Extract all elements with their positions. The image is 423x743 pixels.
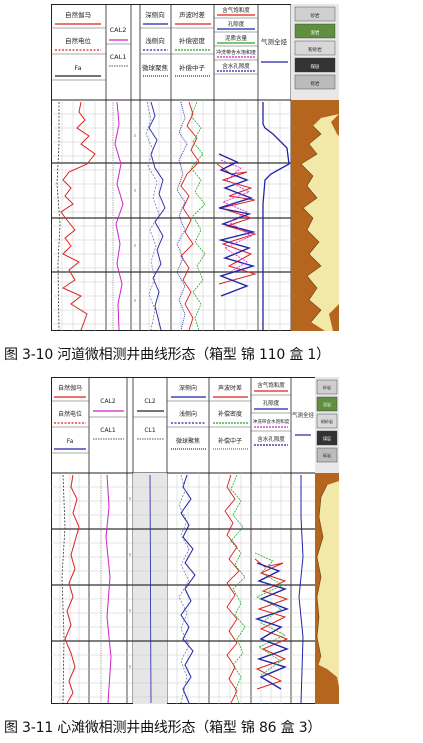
header-vsh: 泥质含量 <box>225 34 248 42</box>
well-log-figure-1: 自然伽马 自然电位 Fa CAL2 CAL1 深侧向 浅侧向 微球聚焦 声波时差… <box>51 4 339 331</box>
well-log-figure-1-svg: 自然伽马 自然电位 Fa CAL2 CAL1 深侧向 浅侧向 微球聚焦 声波时差… <box>51 4 339 331</box>
header-tg-2: 气测全烃 <box>292 411 315 419</box>
header-sg: 含气饱和度 <box>222 6 250 14</box>
header-cl1-2: CL1 <box>144 427 156 434</box>
shallow-lat-curve-1 <box>145 101 160 331</box>
figure-caption-2: 图 3-11 心滩微相测井曲线形态（箱型 锦 86 盒 3） <box>4 720 322 736</box>
tg-curve-2 <box>298 475 304 704</box>
sp-curve-1 <box>56 102 61 331</box>
header-por-2: 孔隙度 <box>263 399 280 407</box>
header-micro: 微球聚焦 <box>142 63 169 72</box>
svg-text:砂岩: 砂岩 <box>323 384 331 390</box>
header-cal1-2: CAL1 <box>100 427 116 434</box>
header-den-2: 补偿密度 <box>218 410 242 418</box>
header-sg-2: 含气饱和度 <box>257 381 285 389</box>
header-gr: 自然伽马 <box>65 10 91 19</box>
header-cl2-2: CL2 <box>144 398 156 405</box>
svg-text:砾岩: 砾岩 <box>323 452 331 458</box>
header-cnl-2: 补偿中子 <box>218 437 242 445</box>
svg-text:泥岩: 泥岩 <box>311 29 320 36</box>
header-micro-2: 微球聚焦 <box>176 437 200 445</box>
tg-curve-1 <box>262 102 290 330</box>
sp-curve-2 <box>61 474 66 704</box>
svg-text:煤层: 煤层 <box>311 63 320 70</box>
svg-text:砂岩: 砂岩 <box>311 12 320 19</box>
header-wpor: 含水孔隙度 <box>222 62 250 70</box>
wpor-curve-2 <box>254 562 290 690</box>
figure-caption-1: 图 3-10 河道微相测井曲线形态（箱型 锦 110 盒 1） <box>4 347 330 363</box>
ac-curve-1 <box>180 101 200 331</box>
svg-text:粉砂岩: 粉砂岩 <box>308 46 322 53</box>
well-log-figure-2-svg: 自然伽马 自然电位 Fa CAL2 CAL1 CL2 CL1 深侧向 浅侧向 微… <box>51 377 339 704</box>
deep-lat-curve-1 <box>148 101 166 331</box>
header-deep-lat-2: 深侧向 <box>179 384 197 392</box>
lithology-column-1 <box>291 100 339 331</box>
den-curve-1 <box>190 101 206 331</box>
well-log-figure-2: 自然伽马 自然电位 Fa CAL2 CAL1 CL2 CL1 深侧向 浅侧向 微… <box>51 377 339 704</box>
cnl-curve-1 <box>176 101 188 331</box>
header-cnl: 补偿中子 <box>179 63 206 72</box>
cal-curve-2 <box>105 474 112 704</box>
lithology-column-2 <box>315 473 339 704</box>
header-sxo-2: 冲洗带含水饱和度 <box>253 418 290 425</box>
gr-curve-2 <box>64 474 80 704</box>
deep-lat-curve-2 <box>180 474 196 704</box>
header-shallow-lat: 浅侧向 <box>145 36 165 45</box>
header-cal2-2: CAL2 <box>100 398 116 405</box>
sxo-curve-2 <box>254 552 286 676</box>
cal-curve-1 <box>114 101 124 331</box>
header-sxo: 冲洗带含水饱和度 <box>216 49 256 56</box>
header-tg: 气测全烃 <box>261 37 288 46</box>
header-shallow-lat-2: 浅侧向 <box>179 410 197 418</box>
svg-text:煤层: 煤层 <box>323 435 331 441</box>
sxo-curve-1 <box>220 159 252 275</box>
wpor-curve-1 <box>218 153 256 297</box>
header-gr-2: 自然伽马 <box>58 384 82 392</box>
svg-text:泥岩: 泥岩 <box>323 401 331 407</box>
header-ac: 声波时差 <box>179 10 206 19</box>
header-sp: 自然电位 <box>65 36 92 45</box>
lithology-legend-1: 砂岩 泥岩 粉砂岩 煤层 砾岩 <box>291 4 339 100</box>
header-cal2: CAL2 <box>110 26 127 34</box>
svg-text:砾岩: 砾岩 <box>311 80 320 87</box>
header-por: 孔隙度 <box>228 20 245 28</box>
header-ac-2: 声波时差 <box>218 384 242 392</box>
shallow-lat-curve-2 <box>178 474 190 704</box>
header-den: 补偿密度 <box>179 36 206 45</box>
header-fa-2: Fa <box>67 438 74 445</box>
svg-text:粉砂岩: 粉砂岩 <box>321 418 333 424</box>
header-sp-2: 自然电位 <box>58 410 82 418</box>
header-deep-lat: 深侧向 <box>145 10 165 19</box>
ac-curve-2 <box>224 474 240 704</box>
header-fa: Fa <box>74 64 81 72</box>
header-wpor-2: 含水孔隙度 <box>257 435 285 443</box>
header-cal1: CAL1 <box>110 53 127 61</box>
gr-curve-1 <box>60 101 96 331</box>
den-curve-2 <box>230 474 246 704</box>
lithology-legend-2: 砂岩 泥岩 粉砂岩 煤层 砾岩 <box>315 377 339 473</box>
cl-curve-2 <box>149 474 152 704</box>
